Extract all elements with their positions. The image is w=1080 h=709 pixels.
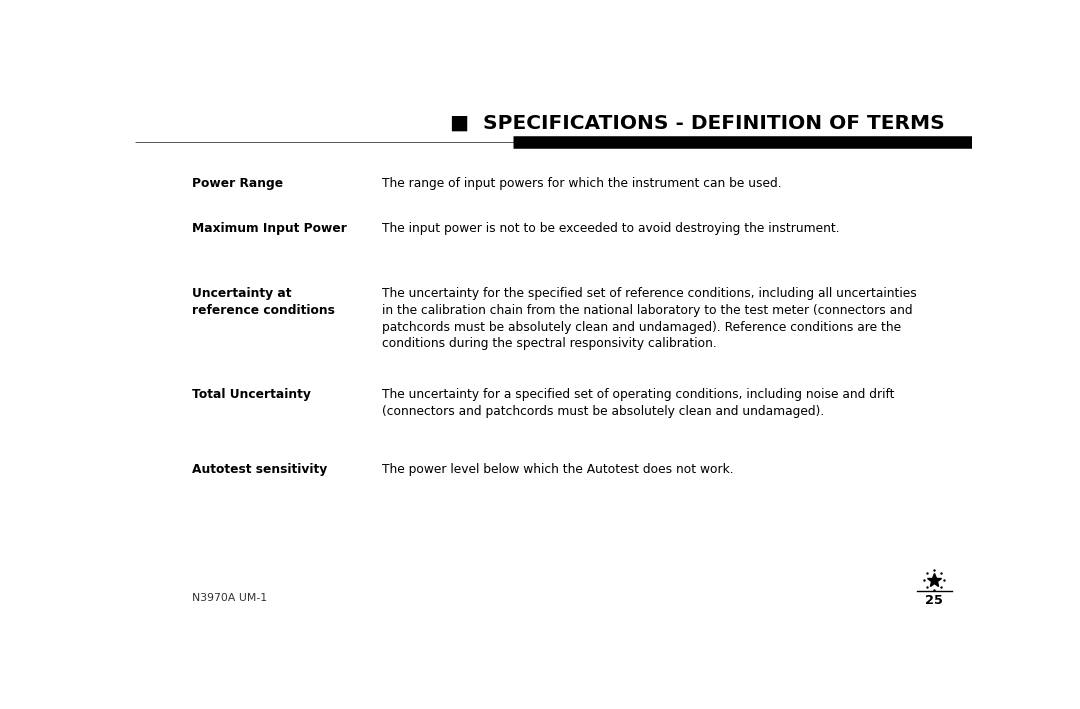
Text: The uncertainty for a specified set of operating conditions, including noise and: The uncertainty for a specified set of o… <box>382 388 894 418</box>
Text: The input power is not to be exceeded to avoid destroying the instrument.: The input power is not to be exceeded to… <box>382 221 839 235</box>
Text: ■  SPECIFICATIONS - DEFINITION OF TERMS: ■ SPECIFICATIONS - DEFINITION OF TERMS <box>450 114 945 133</box>
Text: Autotest sensitivity: Autotest sensitivity <box>192 464 327 476</box>
Text: The power level below which the Autotest does not work.: The power level below which the Autotest… <box>382 464 733 476</box>
Text: Uncertainty at
reference conditions: Uncertainty at reference conditions <box>192 287 335 317</box>
Text: N3970A UM-1: N3970A UM-1 <box>192 593 267 603</box>
Text: The uncertainty for the specified set of reference conditions, including all unc: The uncertainty for the specified set of… <box>382 287 917 350</box>
Text: Total Uncertainty: Total Uncertainty <box>192 388 311 401</box>
Text: Power Range: Power Range <box>192 177 283 190</box>
Text: 25: 25 <box>926 594 943 607</box>
Text: Maximum Input Power: Maximum Input Power <box>192 221 347 235</box>
Text: The range of input powers for which the instrument can be used.: The range of input powers for which the … <box>382 177 782 190</box>
